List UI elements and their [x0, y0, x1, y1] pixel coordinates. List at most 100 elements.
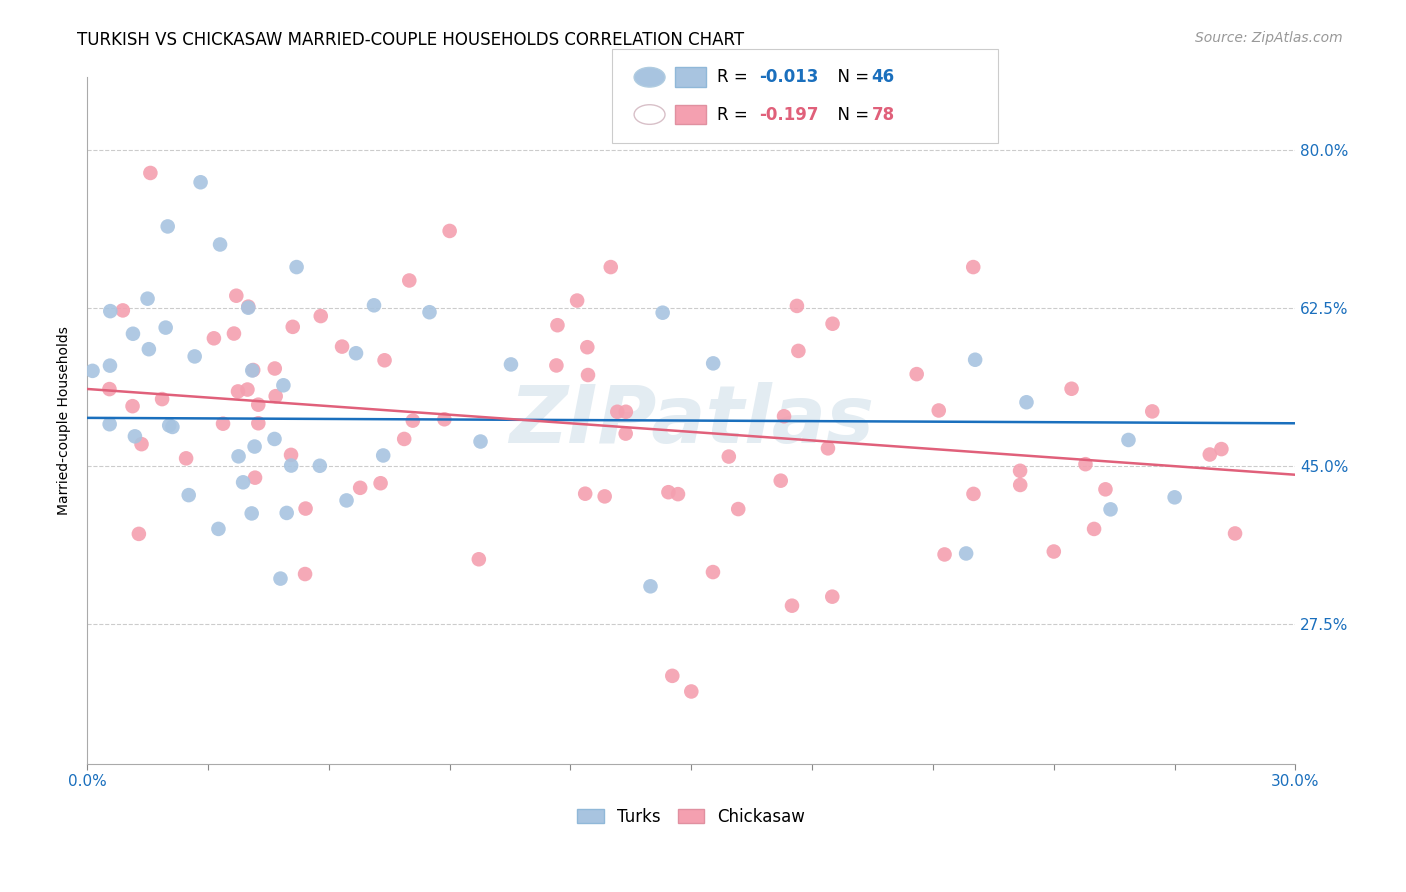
Point [955, 546, 977, 560]
Point [470, 434, 492, 449]
Point [1074, 457, 1097, 471]
Point [309, 309, 332, 323]
Point [962, 260, 984, 274]
Point [962, 487, 984, 501]
Point [344, 346, 367, 360]
Point [565, 293, 588, 308]
Point [174, 451, 197, 466]
Text: -0.197: -0.197 [759, 105, 818, 123]
Point [1211, 442, 1233, 456]
Point [162, 420, 184, 434]
Point [82, 364, 104, 378]
Point [263, 432, 285, 446]
Point [131, 437, 153, 451]
Text: 78: 78 [872, 105, 894, 123]
Point [247, 416, 270, 430]
Point [681, 684, 703, 698]
Point [1118, 433, 1140, 447]
Point [281, 319, 304, 334]
Point [392, 432, 415, 446]
Point [363, 298, 385, 312]
Point [121, 399, 143, 413]
Point [499, 358, 522, 372]
Point [335, 493, 357, 508]
Point [576, 368, 599, 382]
Text: R =: R = [717, 69, 754, 87]
Point [928, 403, 950, 417]
Point [614, 405, 637, 419]
Point [468, 552, 491, 566]
Point [614, 426, 637, 441]
Text: ZIPatlas: ZIPatlas [509, 382, 873, 459]
Point [661, 669, 683, 683]
Point [273, 378, 295, 392]
Point [238, 300, 260, 314]
Point [439, 224, 461, 238]
Point [280, 458, 302, 473]
Point [247, 398, 270, 412]
Point [330, 340, 353, 354]
Point [280, 448, 302, 462]
Point [599, 260, 621, 274]
Point [240, 363, 263, 377]
Text: Source: ZipAtlas.com: Source: ZipAtlas.com [1195, 31, 1343, 45]
Point [1142, 404, 1164, 418]
Point [232, 475, 254, 490]
Point [222, 326, 245, 341]
Point [1083, 522, 1105, 536]
Point [111, 303, 134, 318]
Point [817, 442, 839, 456]
Point [1010, 464, 1032, 478]
Point [821, 590, 844, 604]
Point [294, 501, 316, 516]
Point [264, 389, 287, 403]
Text: 46: 46 [872, 69, 894, 87]
Point [370, 476, 392, 491]
Point [1015, 395, 1038, 409]
Point [190, 175, 212, 189]
Point [242, 363, 264, 377]
Point [657, 485, 679, 500]
Point [402, 414, 425, 428]
Point [905, 367, 928, 381]
Point [240, 507, 263, 521]
Point [98, 304, 121, 318]
Point [640, 579, 662, 593]
Point [202, 331, 225, 345]
Point [780, 599, 803, 613]
Point [98, 417, 121, 432]
Point [717, 450, 740, 464]
Point [651, 306, 673, 320]
Point [155, 320, 177, 334]
Point [177, 488, 200, 502]
Point [98, 382, 121, 396]
Point [243, 470, 266, 484]
Text: N =: N = [827, 105, 875, 123]
Point [1099, 502, 1122, 516]
Point [1198, 448, 1220, 462]
Point [593, 489, 616, 503]
Point [666, 487, 689, 501]
Point [136, 292, 159, 306]
Point [546, 359, 568, 373]
Point [225, 289, 247, 303]
Point [576, 340, 599, 354]
Point [546, 318, 568, 333]
Point [157, 418, 180, 433]
Point [98, 359, 121, 373]
Point [727, 502, 749, 516]
Point [574, 486, 596, 500]
Text: N =: N = [827, 69, 875, 87]
Point [1060, 382, 1083, 396]
Y-axis label: Married-couple Households: Married-couple Households [58, 326, 72, 515]
Point [702, 565, 724, 579]
Point [821, 317, 844, 331]
Text: R =: R = [717, 105, 754, 123]
Point [276, 506, 298, 520]
Point [398, 273, 420, 287]
Point [207, 522, 229, 536]
Point [122, 326, 145, 341]
Point [150, 392, 173, 406]
Point [965, 352, 987, 367]
Point [1094, 483, 1116, 497]
